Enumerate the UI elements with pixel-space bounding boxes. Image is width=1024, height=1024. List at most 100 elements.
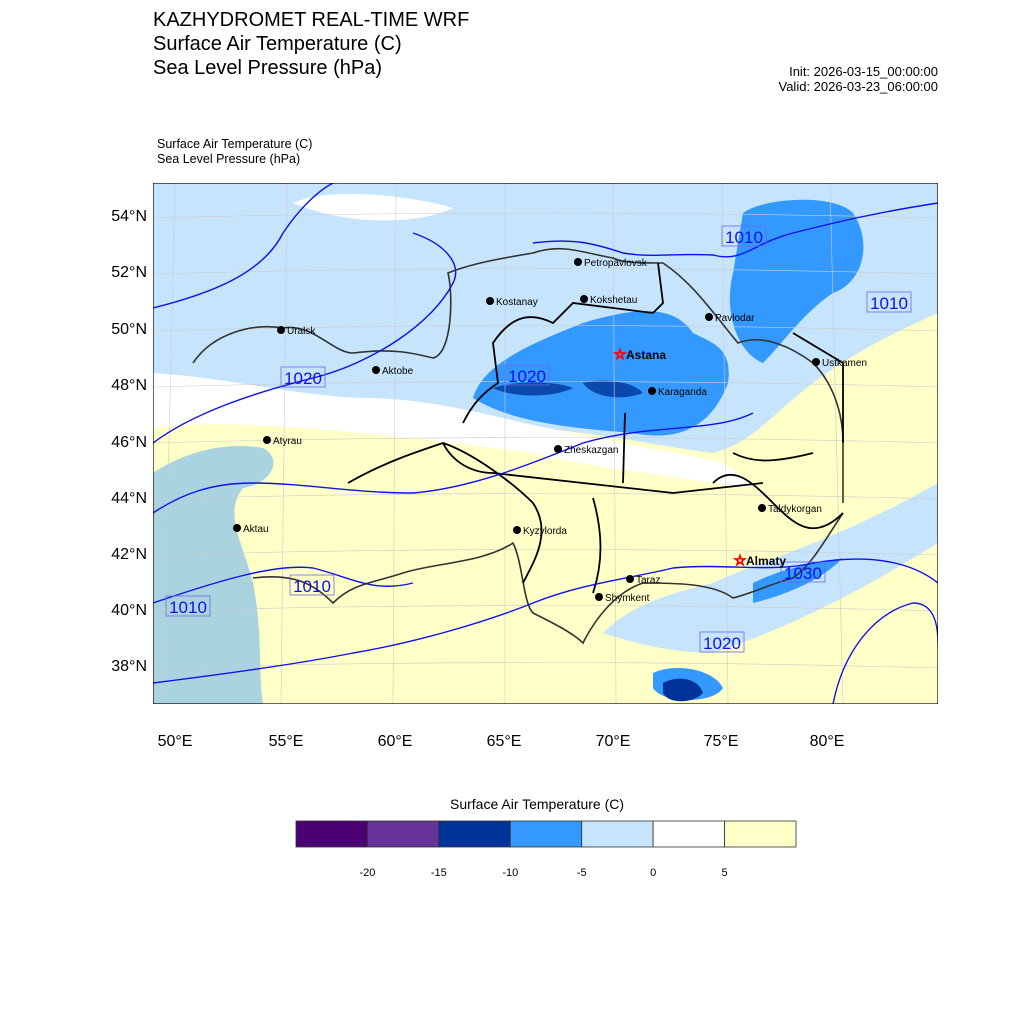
isobar-label: 1030 (784, 564, 822, 583)
isobar-label-box (280, 366, 326, 388)
city-label: Petropavlovsk (584, 258, 648, 269)
city-dot-icon (513, 526, 521, 534)
colorbar-tick-label: -15 (430, 867, 447, 879)
city-dot-icon (574, 258, 582, 266)
colorbar-swatch (581, 820, 654, 848)
valid-time: Valid: 2026-03-23_06:00:00 (778, 79, 939, 94)
city-label: Astana (626, 348, 666, 362)
cold-field-medium-ne (729, 199, 864, 363)
lat-label: 38°N (111, 658, 147, 675)
isobar-label: 1020 (508, 367, 546, 386)
colorbar (295, 820, 797, 848)
city-label: Kokshetau (590, 295, 637, 306)
figure-title-temperature: Surface Air Temperature (C) (153, 33, 402, 55)
lon-label: 65°E (486, 733, 522, 750)
graticule (153, 183, 938, 704)
lat-label: 40°N (111, 602, 147, 619)
colorbar-tick-label: 0 (650, 867, 657, 879)
isobar-label: 1010 (169, 598, 207, 617)
lon-label: 80°E (809, 733, 845, 750)
colorbar-tick-label: -5 (576, 867, 587, 879)
city-label: Taraz (636, 575, 660, 586)
city-dot-icon (595, 593, 603, 601)
isobar-label-box (721, 225, 767, 247)
cold-field-medium (473, 311, 729, 436)
colorbar-swatch (724, 820, 797, 848)
city-label: Kyzylorda (523, 526, 567, 537)
lon-label: 50°E (157, 733, 193, 750)
isobar-label-box (289, 574, 335, 596)
isobar-label-box (699, 631, 745, 653)
city-label: Pavlodar (715, 313, 755, 324)
city-label: Karaganda (658, 387, 707, 398)
isobar-label-box (504, 364, 550, 386)
lon-label: 55°E (268, 733, 304, 750)
city-dot-icon (277, 326, 285, 334)
city-dot-icon (554, 445, 562, 453)
isobar-label: 1010 (870, 294, 908, 313)
capital-star-icon: ☆ (734, 552, 747, 568)
init-time: Init: 2026-03-15_00:00:00 (789, 64, 938, 79)
colorbar-tick-label: -20 (359, 867, 376, 879)
colorbar-tick-label: -10 (502, 867, 519, 879)
figure-title-pressure: Sea Level Pressure (hPa) (153, 57, 383, 79)
city-label: Zheskazgan (564, 445, 618, 456)
isobar-label: 1010 (725, 228, 763, 247)
city-label: Kostanay (496, 297, 538, 308)
isobar-label: 1020 (703, 634, 741, 653)
lat-label: 50°N (111, 321, 147, 338)
lat-label: 48°N (111, 377, 147, 394)
city-label: Uralsk (287, 326, 316, 337)
colorbar-title: Surface Air Temperature (C) (450, 796, 625, 812)
city-dot-icon (812, 358, 820, 366)
city-label: Aktau (243, 524, 269, 535)
colorbar-tick-label: 5 (721, 867, 728, 879)
city-dot-icon (263, 436, 271, 444)
lat-label: 42°N (111, 546, 147, 563)
city-dot-icon (486, 297, 494, 305)
city-dot-icon (758, 504, 766, 512)
city-label: Atyrau (273, 436, 302, 447)
colorbar-swatch (295, 820, 368, 848)
colorbar-swatch (509, 820, 583, 848)
caspian-sea (153, 445, 274, 704)
country-borders (192, 247, 844, 645)
city-dot-icon (580, 295, 588, 303)
lon-label: 60°E (377, 733, 413, 750)
isobar-label: 1020 (284, 369, 322, 388)
city-label: Taldykorgan (768, 504, 822, 515)
colorbar-swatch (652, 820, 725, 848)
lon-label: 75°E (703, 733, 739, 750)
city-label: Almaty (746, 554, 786, 568)
lon-label: 70°E (595, 733, 631, 750)
lat-label: 46°N (111, 434, 147, 451)
city-label: Aktobe (382, 366, 414, 377)
city-dot-icon (626, 575, 634, 583)
figure-title: KAZHYDROMET REAL-TIME WRF (153, 9, 470, 31)
city-dot-icon (233, 524, 241, 532)
isobar-label: 1010 (293, 577, 331, 596)
isobar-label-box (165, 595, 211, 617)
lat-label: 52°N (111, 264, 147, 281)
lat-label: 44°N (111, 490, 147, 507)
capital-star-icon: ☆ (614, 346, 627, 362)
isobar-labels: 1010 1010 1020 1020 1010 1010 1020 1030 (165, 225, 912, 653)
city-dot-icon (648, 387, 656, 395)
city-label: Shymkent (605, 593, 650, 604)
coldest-spot (663, 678, 703, 702)
city-label: Ustkamen (822, 358, 867, 369)
subtitle-pressure: Sea Level Pressure (hPa) (157, 152, 301, 166)
mild-field-white (153, 373, 752, 487)
city-markers: Petropavlovsk Kostanay Kokshetau Uralsk Pavl… (233, 258, 867, 604)
lat-label: 54°N (111, 208, 147, 225)
isobar-label-box (866, 291, 912, 313)
city-dot-icon (372, 366, 380, 374)
map-plot: 1010 1010 1020 1020 1010 1010 1020 1030 Petropa… (153, 183, 938, 704)
city-dot-icon (705, 313, 713, 321)
colorbar-swatch (438, 820, 511, 848)
colorbar-swatch (367, 820, 440, 848)
region-borders (347, 262, 844, 594)
subtitle-temperature: Surface Air Temperature (C) (157, 137, 313, 151)
isobar-label-box (780, 561, 826, 583)
